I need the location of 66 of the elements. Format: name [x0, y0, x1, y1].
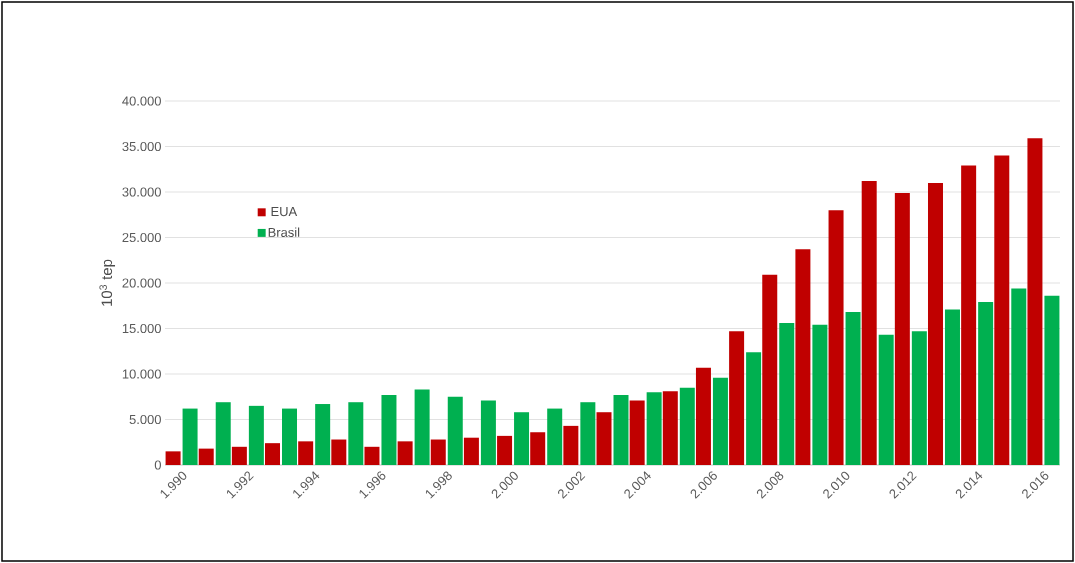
bar: [978, 302, 994, 465]
bar: [861, 181, 877, 465]
bar: [944, 309, 960, 465]
bar: [364, 446, 380, 465]
bar: [1044, 295, 1060, 465]
y-tick-label: 15.000: [122, 323, 161, 334]
bar: [348, 402, 364, 465]
bar: [480, 400, 496, 465]
bar: [596, 412, 612, 465]
y-axis-title: 10$^{3}$ tep: [99, 259, 116, 306]
bar: [298, 441, 314, 465]
bar: [961, 165, 977, 465]
bar: [762, 274, 778, 465]
bar: [463, 437, 479, 465]
bar: [1011, 288, 1027, 465]
bar: [1027, 138, 1043, 465]
y-tick-label: 10.000: [122, 369, 161, 379]
y-tick-label: 30.000: [122, 187, 161, 197]
bar: [497, 435, 513, 465]
bar: [198, 448, 214, 465]
bar: [795, 249, 811, 465]
bar: [629, 400, 645, 465]
bar: [746, 352, 762, 465]
bar: [514, 412, 530, 465]
bar: [165, 451, 181, 465]
bar: [994, 155, 1010, 465]
legend-label: EUA: [271, 207, 298, 217]
bar: [430, 439, 446, 465]
bar: [828, 210, 844, 465]
bar: [845, 312, 861, 465]
bar: [812, 324, 828, 465]
bar: [282, 408, 298, 465]
legend-label: Brasil: [268, 227, 300, 237]
bar: [662, 391, 678, 465]
bar: [447, 396, 463, 465]
bar: [878, 334, 894, 465]
bar: [414, 389, 430, 465]
bar: [927, 182, 943, 465]
y-tick-label: 40.000: [122, 96, 161, 106]
bar: [580, 402, 596, 465]
bar: [547, 408, 563, 465]
bar: [679, 387, 695, 465]
y-tick-label: 35.000: [122, 141, 161, 152]
bar: [215, 402, 231, 465]
bar: [265, 443, 281, 465]
bar: [894, 192, 910, 465]
bar: [331, 439, 347, 465]
bar: [248, 405, 264, 465]
y-tick-label: 0: [154, 460, 161, 470]
bar: [530, 432, 546, 465]
bar: [646, 392, 662, 465]
bar: [381, 394, 397, 465]
y-tick-label: 20.000: [122, 278, 161, 288]
bar: [397, 441, 413, 465]
bar: [231, 446, 247, 465]
bar: [779, 323, 795, 465]
bar: [911, 331, 927, 465]
bar: [315, 404, 331, 465]
bar: [729, 331, 745, 465]
bar: [695, 367, 711, 465]
bar: [563, 425, 579, 465]
y-tick-label: 5.000: [129, 414, 161, 425]
bar: [613, 394, 629, 465]
y-tick-label: 25.000: [122, 232, 161, 243]
bar: [182, 408, 198, 465]
bar: [712, 377, 728, 465]
